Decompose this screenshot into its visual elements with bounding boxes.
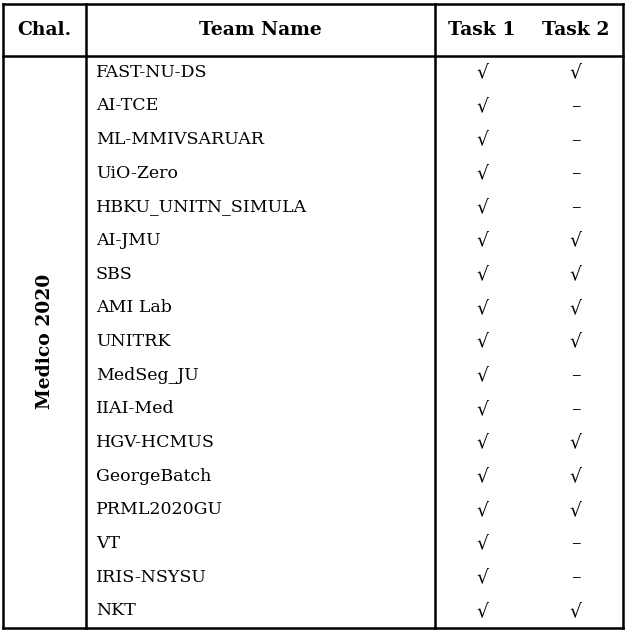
Text: FAST-NU-DS: FAST-NU-DS [96,64,207,81]
Text: √: √ [476,299,488,317]
Text: IRIS-NSYSU: IRIS-NSYSU [96,569,207,586]
Text: √: √ [570,501,582,519]
Text: Team Name: Team Name [199,21,322,39]
Text: –: – [571,164,581,182]
Text: –: – [571,131,581,149]
Text: √: √ [476,501,488,519]
Text: √: √ [570,63,582,82]
Text: UiO-Zero: UiO-Zero [96,165,178,182]
Text: √: √ [570,434,582,451]
Text: √: √ [476,63,488,82]
Text: √: √ [476,265,488,283]
Text: √: √ [476,198,488,216]
Text: √: √ [476,568,488,586]
Text: √: √ [570,332,582,351]
Text: √: √ [476,366,488,384]
Text: √: √ [570,602,582,620]
Text: √: √ [476,231,488,250]
Text: SBS: SBS [96,265,133,283]
Text: √: √ [476,602,488,620]
Text: –: – [571,198,581,216]
Text: √: √ [476,400,488,418]
Text: GeorgeBatch: GeorgeBatch [96,468,211,485]
Text: VT: VT [96,535,120,552]
Text: √: √ [476,535,488,552]
Text: √: √ [476,467,488,485]
Text: IIAI-Med: IIAI-Med [96,400,175,417]
Text: AMI Lab: AMI Lab [96,300,172,317]
Text: UNITRK: UNITRK [96,333,170,350]
Text: –: – [571,535,581,552]
Text: √: √ [476,164,488,182]
Text: Task 1: Task 1 [448,21,516,39]
Text: MedSeg_JU: MedSeg_JU [96,367,198,384]
Text: –: – [571,400,581,418]
Text: Task 2: Task 2 [542,21,610,39]
Text: PRML2020GU: PRML2020GU [96,501,223,518]
Text: –: – [571,568,581,586]
Text: –: – [571,366,581,384]
Text: HGV-HCMUS: HGV-HCMUS [96,434,215,451]
Text: AI-TCE: AI-TCE [96,97,158,114]
Text: √: √ [570,265,582,283]
Text: –: – [571,97,581,115]
Text: NKT: NKT [96,602,135,619]
Text: √: √ [476,131,488,149]
Text: √: √ [476,434,488,451]
Text: Medico 2020: Medico 2020 [36,274,54,409]
Text: HBKU_UNITN_SIMULA: HBKU_UNITN_SIMULA [96,198,307,216]
Text: ML-MMIVSARUAR: ML-MMIVSARUAR [96,131,264,148]
Text: √: √ [570,231,582,250]
Text: √: √ [570,467,582,485]
Text: √: √ [476,97,488,115]
Text: √: √ [570,299,582,317]
Text: √: √ [476,332,488,351]
Text: Chal.: Chal. [18,21,72,39]
Text: AI-JMU: AI-JMU [96,232,160,249]
